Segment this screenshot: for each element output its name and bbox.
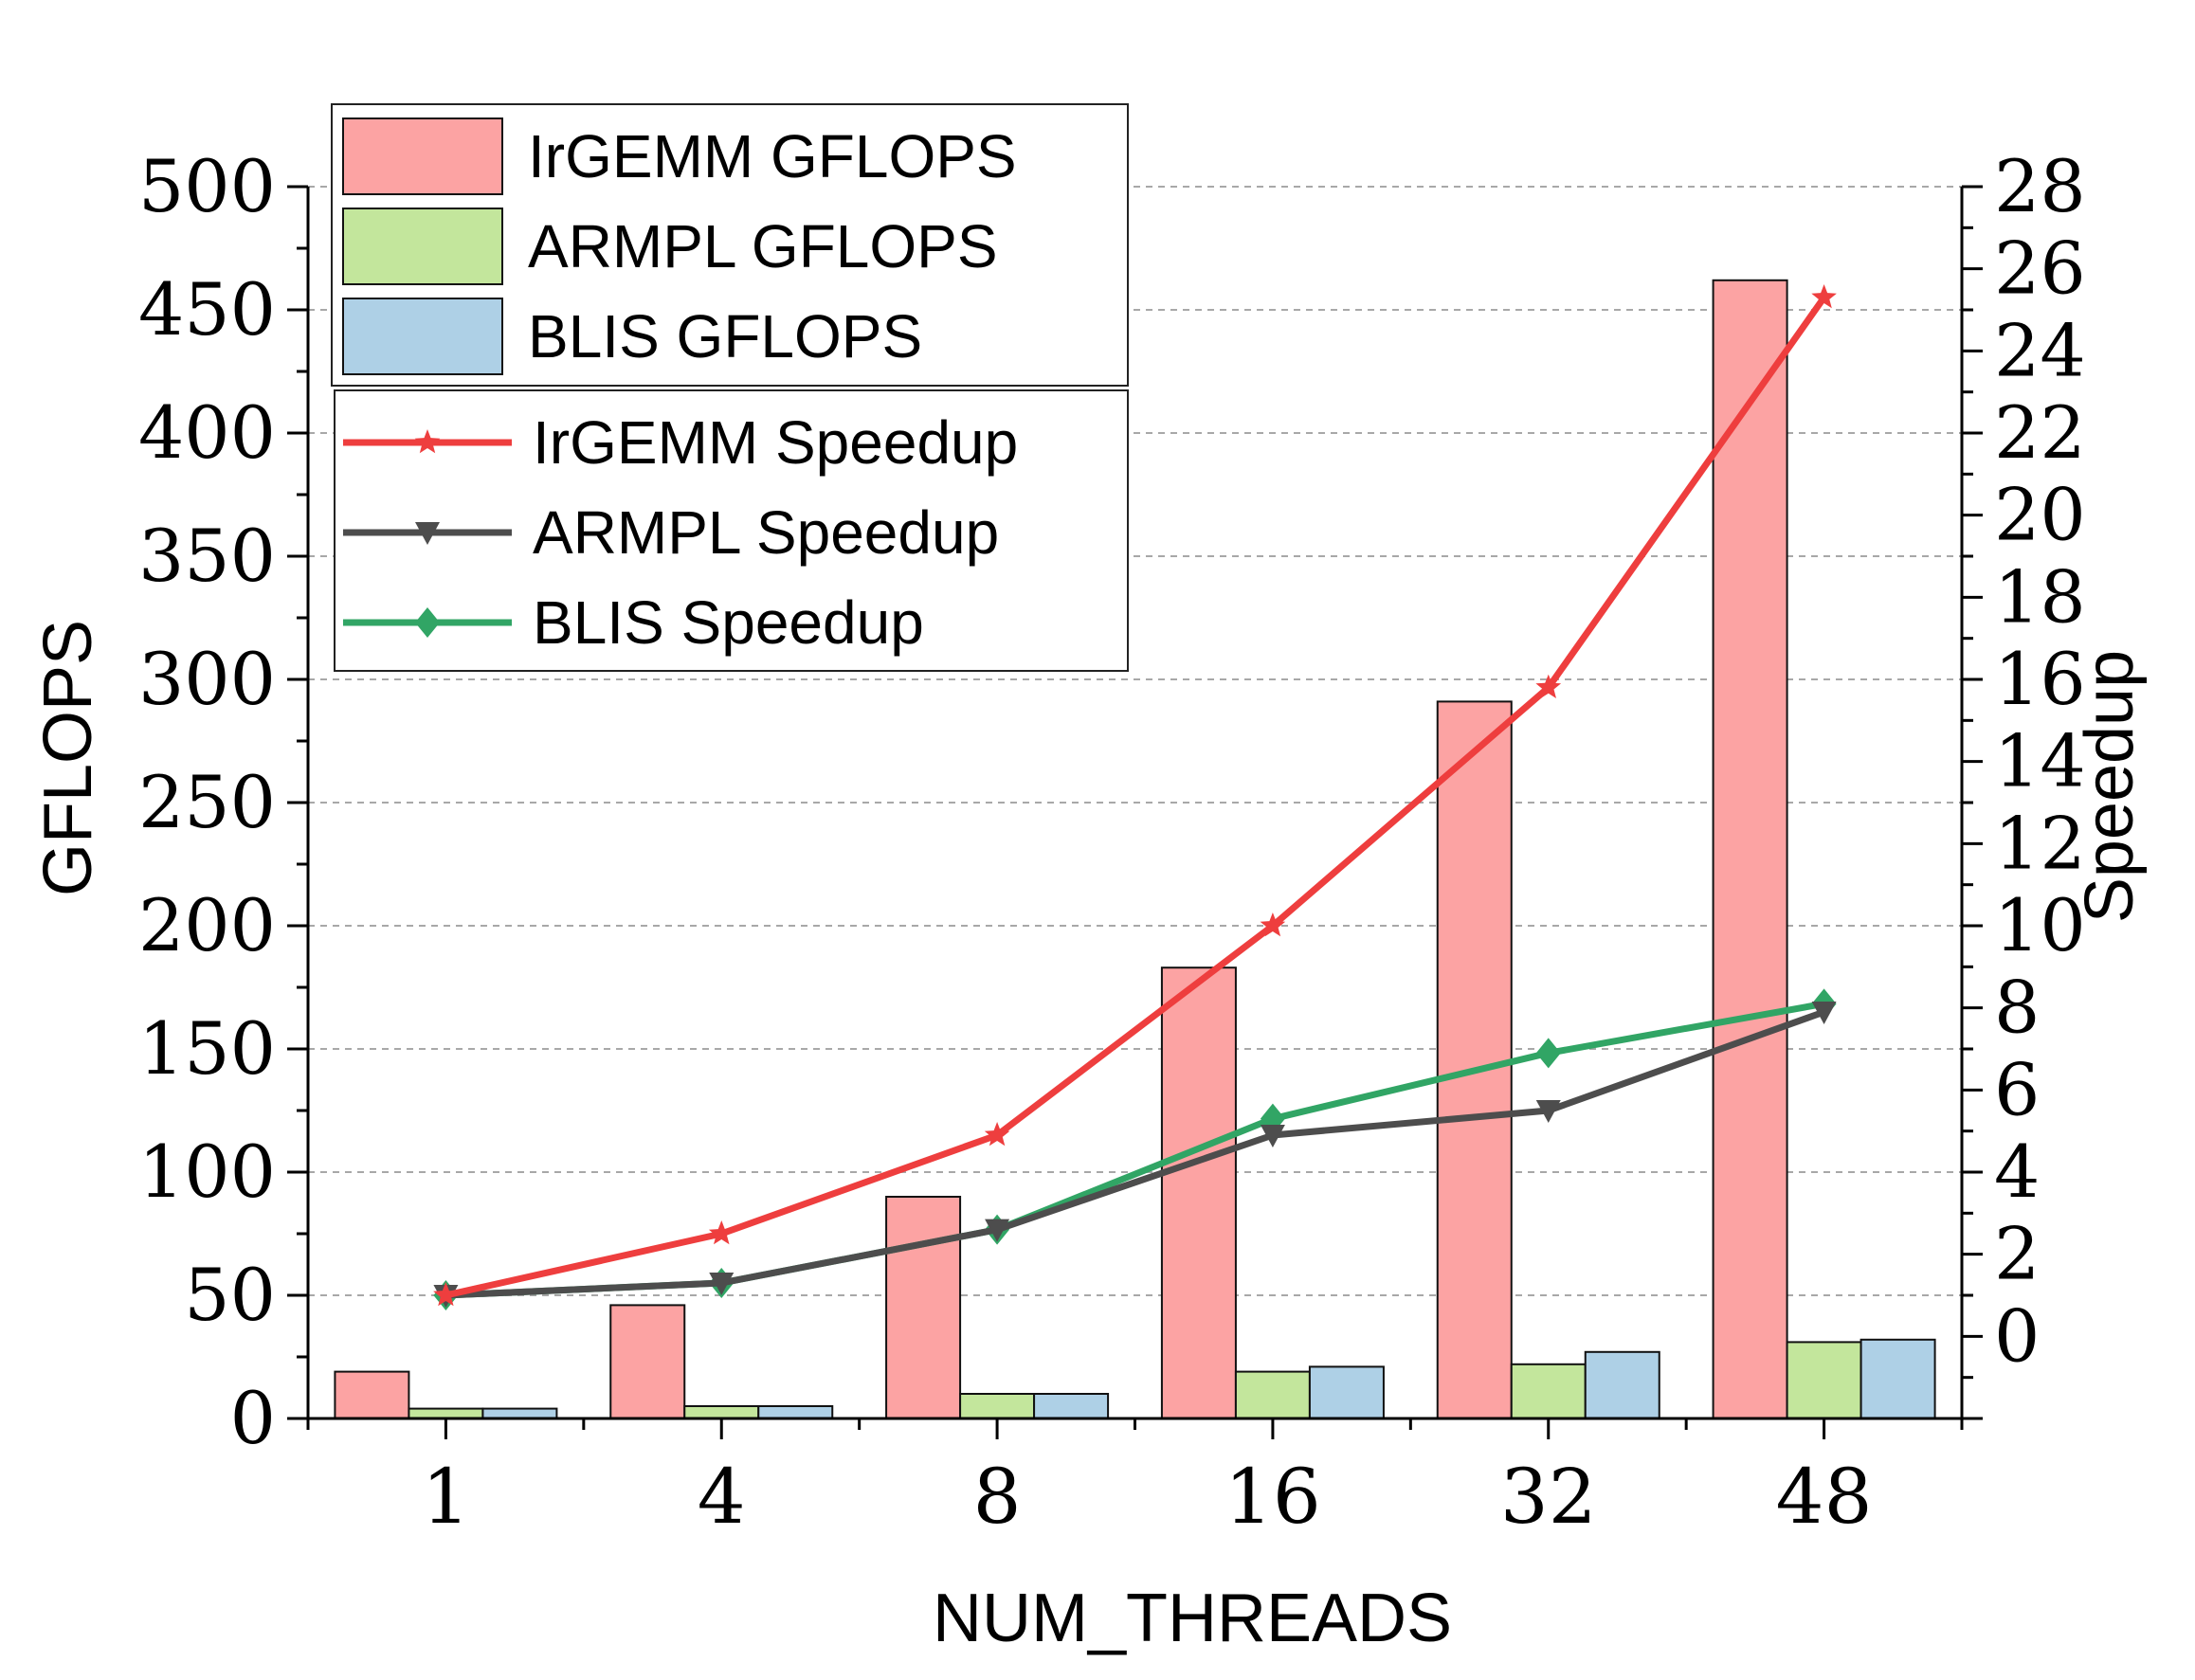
data-point bbox=[415, 607, 440, 638]
y-tick-label: 450 bbox=[138, 267, 276, 352]
legend-label: BLIS Speedup bbox=[533, 588, 924, 657]
y2-tick-label: 16 bbox=[1994, 637, 2086, 721]
y-tick-label: 50 bbox=[184, 1253, 276, 1337]
bars bbox=[334, 279, 1936, 1420]
y2-tick-label: 26 bbox=[1994, 226, 2086, 311]
y-tick-label: 400 bbox=[138, 390, 276, 475]
bar bbox=[1308, 1365, 1385, 1420]
y-tick-label: 350 bbox=[138, 514, 276, 598]
y2-tick-label: 0 bbox=[1994, 1293, 2040, 1378]
speedup-lines bbox=[433, 284, 1837, 1310]
y2-tick-label: 12 bbox=[1994, 801, 2086, 885]
legend-swatch bbox=[342, 298, 503, 375]
bar bbox=[1234, 1370, 1311, 1419]
data-point bbox=[1811, 284, 1837, 309]
legend-label: BLIS GFLOPS bbox=[528, 302, 922, 370]
bar bbox=[1859, 1338, 1936, 1420]
line-legend: IrGEMM Speedup ARMPL Speedup BLIS Speedup bbox=[334, 389, 1129, 672]
y-tick-label: 0 bbox=[230, 1376, 276, 1460]
legend-label: IrGEMM GFLOPS bbox=[528, 122, 1017, 190]
bar bbox=[683, 1405, 760, 1419]
bar-legend: IrGEMM GFLOPS ARMPL GFLOPS BLIS GFLOPS bbox=[331, 103, 1129, 387]
bar bbox=[481, 1407, 558, 1419]
bar bbox=[1033, 1393, 1110, 1419]
axes: 0501001502002503003504004505000246810121… bbox=[138, 144, 2086, 1541]
data-point bbox=[433, 1282, 459, 1307]
y-tick-label: 100 bbox=[138, 1129, 276, 1214]
y-tick-label: 300 bbox=[138, 637, 276, 721]
x-axis-label: NUM_THREADS bbox=[933, 1581, 1452, 1656]
y2-tick-label: 18 bbox=[1994, 554, 2086, 639]
data-point bbox=[1535, 1100, 1561, 1123]
series-line bbox=[445, 1008, 1825, 1299]
data-point bbox=[415, 522, 440, 545]
legend-label: ARMPL GFLOPS bbox=[528, 212, 998, 280]
bar bbox=[334, 1370, 410, 1419]
bar bbox=[1712, 279, 1788, 1419]
data-point bbox=[985, 1219, 1010, 1242]
y2-tick-label: 22 bbox=[1994, 390, 2086, 475]
bar bbox=[1160, 966, 1237, 1419]
series-line bbox=[444, 295, 1827, 1299]
legend-swatch bbox=[342, 208, 503, 285]
bar bbox=[885, 1196, 962, 1419]
x-tick-label: 4 bbox=[698, 1453, 746, 1541]
bar bbox=[609, 1304, 686, 1420]
data-point bbox=[414, 429, 441, 454]
legend-swatch bbox=[342, 117, 503, 195]
data-point bbox=[709, 1273, 735, 1295]
y2-tick-label: 4 bbox=[1994, 1129, 2040, 1214]
data-point bbox=[1811, 1002, 1837, 1024]
legend-label: IrGEMM Speedup bbox=[533, 408, 1018, 477]
x-tick-label: 48 bbox=[1776, 1453, 1873, 1541]
x-tick-label: 32 bbox=[1500, 1453, 1597, 1541]
y2-axis-label: Speedup bbox=[2072, 650, 2148, 923]
y2-tick-label: 2 bbox=[1994, 1212, 2040, 1296]
x-tick-label: 1 bbox=[422, 1453, 470, 1541]
data-point bbox=[1260, 1125, 1285, 1147]
y2-tick-label: 24 bbox=[1994, 308, 2086, 392]
data-point bbox=[1260, 912, 1286, 937]
y-tick-label: 250 bbox=[138, 760, 276, 844]
x-tick-label: 16 bbox=[1224, 1453, 1321, 1541]
bar bbox=[1786, 1341, 1862, 1420]
data-point bbox=[708, 1220, 735, 1245]
y2-tick-label: 14 bbox=[1994, 719, 2086, 804]
y2-tick-label: 20 bbox=[1994, 473, 2086, 557]
bar bbox=[1436, 700, 1513, 1419]
bar bbox=[1584, 1350, 1660, 1420]
legend-label: ARMPL Speedup bbox=[533, 498, 999, 567]
data-point bbox=[1535, 1038, 1561, 1069]
y2-tick-label: 6 bbox=[1994, 1047, 2040, 1131]
y2-tick-label: 28 bbox=[1994, 144, 2086, 228]
data-point bbox=[1535, 674, 1562, 698]
bar bbox=[1510, 1363, 1587, 1420]
data-point bbox=[984, 1122, 1010, 1147]
y-tick-label: 200 bbox=[138, 883, 276, 967]
bar bbox=[757, 1405, 834, 1419]
y-axis-label: GFLOPS bbox=[30, 620, 106, 896]
y2-tick-label: 10 bbox=[1994, 883, 2086, 967]
y-tick-label: 500 bbox=[138, 144, 276, 228]
bar bbox=[959, 1393, 1036, 1419]
x-tick-label: 8 bbox=[973, 1453, 1022, 1541]
y2-tick-label: 8 bbox=[1994, 966, 2040, 1050]
bar bbox=[408, 1407, 484, 1419]
y-tick-label: 150 bbox=[138, 1006, 276, 1091]
